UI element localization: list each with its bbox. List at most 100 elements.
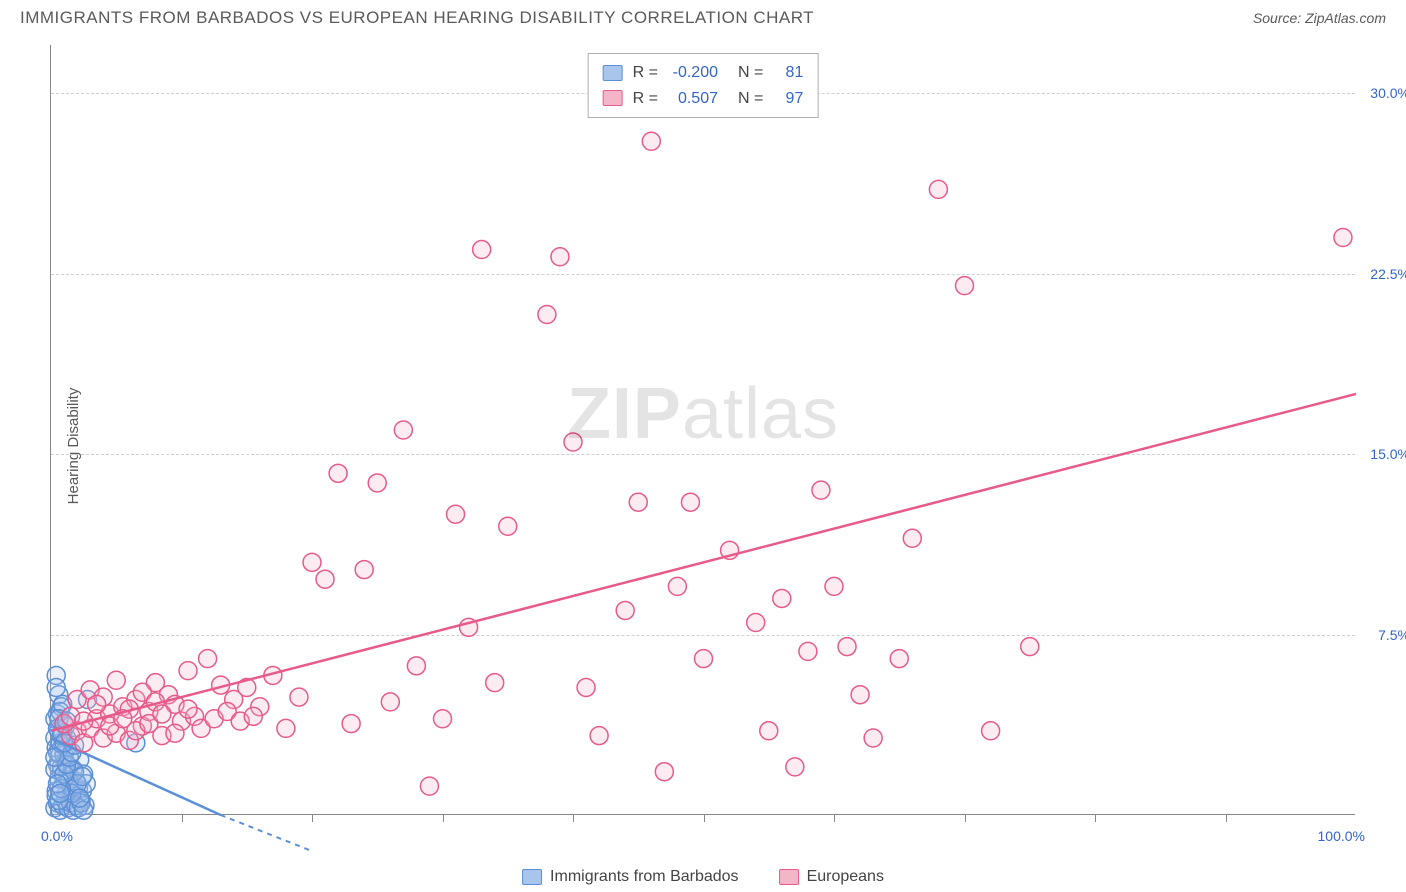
data-point [51, 784, 69, 802]
data-point [46, 748, 64, 766]
chart-header: IMMIGRANTS FROM BARBADOS VS EUROPEAN HEA… [0, 0, 1406, 40]
legend: Immigrants from Barbados Europeans [522, 868, 884, 886]
n-label: N = [738, 60, 763, 86]
data-point [551, 248, 569, 266]
chart-title: IMMIGRANTS FROM BARBADOS VS EUROPEAN HEA… [20, 8, 814, 28]
x-axis-min-label: 0.0% [41, 828, 73, 844]
data-point [381, 693, 399, 711]
data-point [577, 678, 595, 696]
data-point [355, 561, 373, 579]
r-value: 0.507 [668, 86, 718, 112]
data-point [394, 421, 412, 439]
data-point [447, 505, 465, 523]
x-tick [704, 814, 705, 822]
data-point [107, 671, 125, 689]
data-point [799, 642, 817, 660]
data-point [486, 674, 504, 692]
trend-line-extrapolated [221, 815, 312, 851]
y-tick-label: 22.5% [1360, 266, 1406, 282]
data-point [47, 678, 65, 696]
data-point [277, 719, 295, 737]
data-point [342, 715, 360, 733]
data-point [499, 517, 517, 535]
x-tick [834, 814, 835, 822]
data-point [420, 777, 438, 795]
data-point [1334, 229, 1352, 247]
data-point [629, 493, 647, 511]
data-point [153, 705, 171, 723]
data-point [179, 700, 197, 718]
n-label: N = [738, 86, 763, 112]
plot-area: 7.5%15.0%22.5%30.0% ZIPatlas R = -0.200 … [50, 45, 1355, 815]
r-value: -0.200 [668, 60, 718, 86]
data-point [199, 650, 217, 668]
x-tick [443, 814, 444, 822]
data-point [179, 662, 197, 680]
data-point [473, 241, 491, 259]
x-tick [312, 814, 313, 822]
data-point [773, 589, 791, 607]
data-point [695, 650, 713, 668]
data-point [982, 722, 1000, 740]
data-point [1021, 638, 1039, 656]
data-point [244, 707, 262, 725]
data-point [564, 433, 582, 451]
correlation-stats-box: R = -0.200 N = 81 R = 0.507 N = 97 [588, 53, 819, 118]
scatter-canvas [51, 45, 1355, 814]
legend-swatch-icon [522, 869, 542, 885]
series-swatch-barbados [603, 65, 623, 81]
data-point [929, 180, 947, 198]
data-point [368, 474, 386, 492]
data-point [434, 710, 452, 728]
trend-line [51, 394, 1356, 731]
r-label: R = [633, 60, 658, 86]
y-tick-label: 15.0% [1360, 446, 1406, 462]
data-point [903, 529, 921, 547]
data-point [825, 577, 843, 595]
data-point [851, 686, 869, 704]
data-point [956, 277, 974, 295]
data-point [890, 650, 908, 668]
n-value: 81 [773, 60, 803, 86]
data-point [407, 657, 425, 675]
data-point [838, 638, 856, 656]
stats-row: R = -0.200 N = 81 [603, 60, 804, 86]
x-tick [965, 814, 966, 822]
data-point [329, 464, 347, 482]
data-point [864, 729, 882, 747]
data-point [316, 570, 334, 588]
data-point [73, 768, 91, 786]
data-point [538, 306, 556, 324]
data-point [71, 789, 89, 807]
data-point [642, 132, 660, 150]
legend-label: Europeans [807, 868, 884, 886]
y-tick-label: 30.0% [1360, 85, 1406, 101]
data-point [668, 577, 686, 595]
data-point [786, 758, 804, 776]
data-point [303, 553, 321, 571]
x-tick [182, 814, 183, 822]
n-value: 97 [773, 86, 803, 112]
stats-row: R = 0.507 N = 97 [603, 86, 804, 112]
data-point [166, 724, 184, 742]
legend-item-barbados: Immigrants from Barbados [522, 868, 739, 886]
r-label: R = [633, 86, 658, 112]
data-point [290, 688, 308, 706]
data-point [616, 601, 634, 619]
chart-source: Source: ZipAtlas.com [1253, 10, 1386, 26]
data-point [747, 614, 765, 632]
x-tick [573, 814, 574, 822]
data-point [655, 763, 673, 781]
data-point [88, 695, 106, 713]
x-tick [1226, 814, 1227, 822]
data-point [760, 722, 778, 740]
y-tick-label: 7.5% [1360, 627, 1406, 643]
x-tick [1095, 814, 1096, 822]
data-point [812, 481, 830, 499]
legend-swatch-icon [779, 869, 799, 885]
legend-label: Immigrants from Barbados [550, 868, 739, 886]
x-axis-max-label: 100.0% [1318, 828, 1365, 844]
data-point [590, 727, 608, 745]
data-point [681, 493, 699, 511]
series-swatch-europeans [603, 90, 623, 106]
